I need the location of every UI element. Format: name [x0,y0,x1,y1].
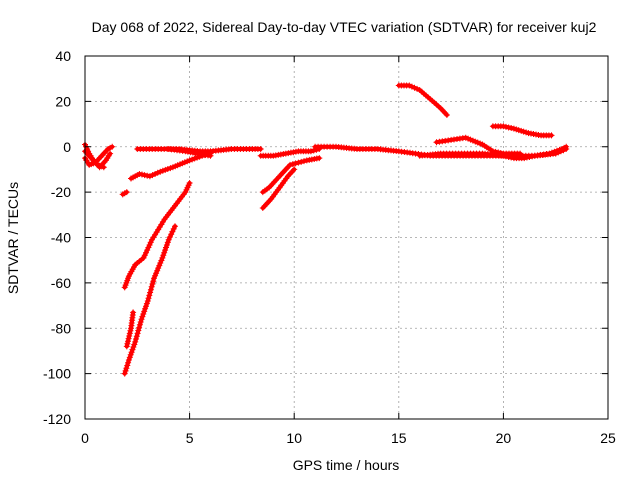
plus-markers [257,146,323,159]
axis-ticks: 0 5 10 15 20 25 -120 -100 -80 -60 -40 -20 0 20 40 [43,48,616,446]
x-tick-label: 10 [286,430,302,446]
x-tick-label: 0 [81,430,89,446]
y-tick-label: 20 [55,93,71,109]
plus-markers [119,189,130,198]
plus-markers [395,82,450,118]
y-tick-label: 40 [55,48,71,64]
data-points [82,82,570,377]
x-axis-label: GPS time / hours [293,457,400,473]
grid [85,56,608,419]
y-tick-label: -20 [51,184,71,200]
y-tick-label: -60 [51,275,71,291]
x-tick-label: 15 [391,430,407,446]
plus-markers [121,223,178,377]
y-tick-label: -40 [51,230,71,246]
x-tick-label: 5 [186,430,194,446]
plus-markers [416,143,570,162]
plus-markers [489,123,555,139]
y-tick-label: 0 [63,139,71,155]
y-tick-label: -100 [43,366,71,382]
plus-markers [259,166,298,211]
x-tick-label: 20 [496,430,512,446]
plus-markers [123,309,137,350]
plus-markers [165,146,214,159]
data-series-segment [396,83,449,118]
y-axis-label: SDTVAR / TECUs [5,182,21,294]
plus-markers [121,180,193,291]
x-tick-label: 25 [600,430,616,446]
y-tick-label: -80 [51,320,71,336]
plus-markers [259,155,323,196]
chart-title: Day 068 of 2022, Sidereal Day-to-day VTE… [92,19,597,35]
y-tick-label: -120 [43,411,71,427]
